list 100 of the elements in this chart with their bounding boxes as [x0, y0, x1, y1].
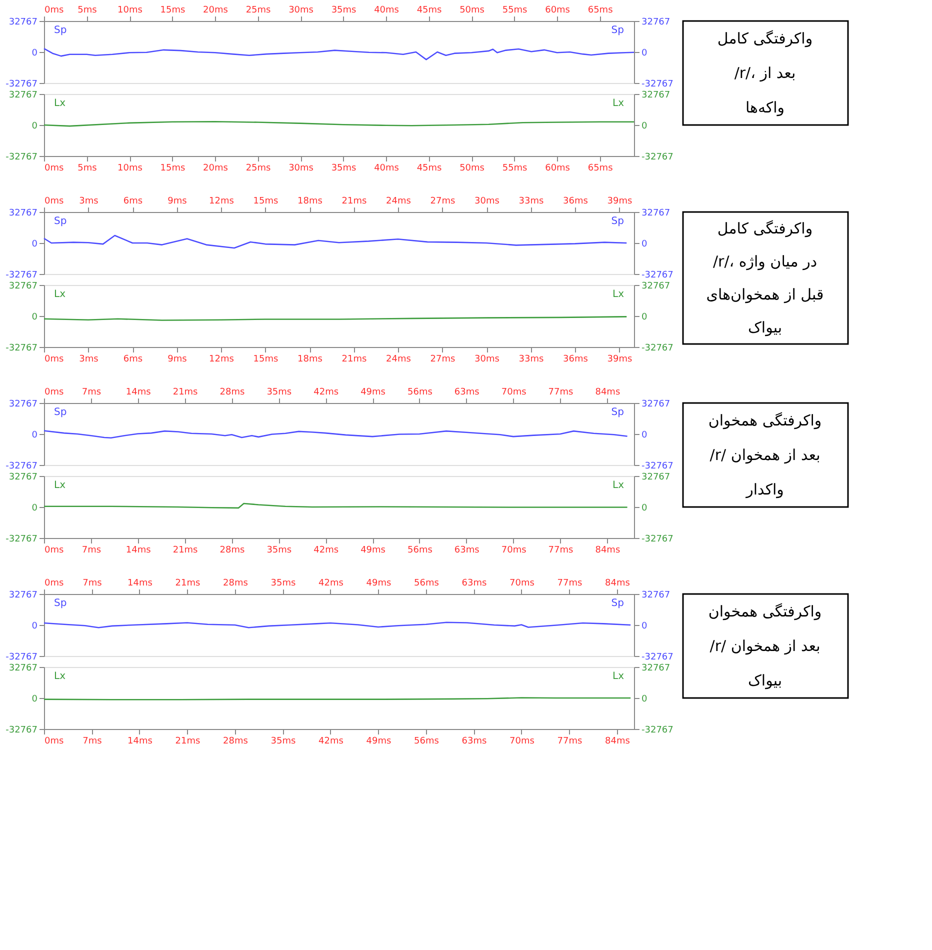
series-label: Lx — [612, 98, 624, 109]
y2-tick-label: 32767 — [642, 472, 670, 482]
y2-tick-label: -32767 — [642, 80, 674, 90]
x-tick-label: 35ms — [266, 546, 292, 556]
y2-tick-label: 32767 — [642, 590, 670, 600]
y2-tick-label: 0 — [642, 622, 648, 632]
x-tick-label: 60ms — [545, 164, 570, 174]
x-tick-label: 0ms — [44, 354, 64, 364]
y-tick-label: 32767 — [8, 18, 38, 28]
x-tick-label: 63ms — [462, 736, 487, 746]
x-tick-label: 70ms — [501, 388, 527, 398]
x-tick-label: 45ms — [416, 164, 442, 174]
y-tick-label: -32767 — [6, 344, 38, 354]
y2-tick-label: 0 — [642, 694, 648, 704]
x-tick-label: 0ms — [44, 164, 64, 174]
x-tick-label: 60ms — [545, 6, 570, 16]
x-tick-label: 33ms — [518, 196, 544, 206]
y-tick-label: -32767 — [6, 80, 38, 90]
y-tick-label: -32767 — [6, 270, 38, 280]
x-tick-label: 84ms — [604, 736, 630, 746]
x-tick-label: 42ms — [314, 546, 339, 556]
x-tick-label: 28ms — [223, 578, 248, 588]
x-tick-label: 28ms — [223, 736, 248, 746]
text: Lx — [54, 671, 66, 682]
y2-tick-label: -32767 — [642, 344, 674, 354]
x-tick-label: 25ms — [246, 6, 272, 16]
y-tick-label: 0 — [32, 694, 38, 704]
x-tick-label: 35ms — [270, 736, 296, 746]
y-tick-label: 0 — [32, 312, 38, 322]
x-tick-label: 12ms — [209, 354, 234, 364]
y2-tick-label: 0 — [642, 240, 648, 250]
x-tick-label: 18ms — [298, 196, 323, 206]
y-tick-label: 0 — [32, 240, 38, 250]
y2-tick-label: -32767 — [642, 152, 674, 162]
x-tick-label: 56ms — [414, 736, 440, 746]
y2-tick-label: -32767 — [642, 270, 674, 280]
x-tick-label: 21ms — [172, 388, 198, 398]
y2-tick-label: 32767 — [642, 208, 670, 218]
x-tick-label: 9ms — [168, 196, 188, 206]
x-tick-label: 21ms — [342, 354, 368, 364]
x-tick-label: 18ms — [298, 354, 323, 364]
x-tick-label: 0ms — [44, 6, 64, 16]
x-tick-label: 14ms — [126, 546, 152, 556]
x-tick-label: 49ms — [360, 388, 386, 398]
y2-tick-label: 0 — [642, 48, 648, 58]
y-tick-label: 32767 — [8, 208, 38, 218]
x-tick-label: 50ms — [460, 164, 485, 174]
x-tick-label: 0ms — [44, 546, 64, 556]
y-tick-label: 32767 — [8, 400, 38, 410]
text: Sp — [611, 216, 624, 227]
x-tick-label: 49ms — [360, 546, 386, 556]
x-tick-label: 36ms — [563, 196, 588, 206]
line-series — [43, 234, 628, 249]
y2-tick-label: -32767 — [642, 534, 674, 544]
x-tick-label: 39ms — [607, 354, 633, 364]
x-tick-label: 30ms — [474, 196, 500, 206]
x-tick-label: 35ms — [331, 164, 357, 174]
x-tick-label: 27ms — [430, 196, 456, 206]
x-tick-label: 0ms — [44, 736, 64, 746]
y2-tick-label: 32767 — [642, 400, 670, 410]
text: Sp — [611, 598, 624, 609]
y-tick-label: 0 — [32, 430, 38, 440]
x-tick-label: 56ms — [407, 546, 433, 556]
x-tick-label: 65ms — [588, 164, 614, 174]
line-series — [43, 430, 628, 439]
y2-tick-label: 0 — [642, 504, 648, 514]
x-tick-label: 42ms — [318, 736, 344, 746]
x-tick-label: 77ms — [548, 546, 574, 556]
x-tick-label: 0ms — [44, 196, 64, 206]
x-tick-label: 33ms — [518, 354, 544, 364]
x-tick-label: 21ms — [172, 546, 198, 556]
x-tick-label: 42ms — [318, 578, 344, 588]
x-tick-label: 7ms — [82, 546, 102, 556]
x-tick-label: 35ms — [266, 388, 292, 398]
x-tick-label: 21ms — [342, 196, 368, 206]
x-tick-label: 40ms — [374, 164, 400, 174]
x-tick-label: 5ms — [78, 6, 98, 16]
x-tick-label: 70ms — [509, 578, 535, 588]
x-tick-label: 77ms — [548, 388, 574, 398]
text: Sp — [611, 25, 624, 36]
y-tick-label: 0 — [32, 122, 38, 132]
x-tick-label: 12ms — [209, 196, 234, 206]
y-tick-label: 0 — [32, 48, 38, 58]
y2-tick-label: 32767 — [642, 664, 670, 674]
x-tick-label: 30ms — [288, 164, 314, 174]
line-series — [43, 48, 635, 60]
x-tick-label: 3ms — [79, 354, 99, 364]
x-tick-label: 84ms — [595, 388, 620, 398]
series-label: Lx — [612, 671, 624, 682]
x-tick-label: 65ms — [588, 6, 614, 16]
x-tick-label: 15ms — [160, 6, 186, 16]
x-tick-label: 55ms — [502, 164, 528, 174]
x-tick-label: 77ms — [557, 736, 582, 746]
x-tick-label: 9ms — [168, 354, 188, 364]
y2-tick-label: 32767 — [642, 18, 670, 28]
y2-tick-label: -32767 — [642, 726, 674, 736]
series-label: Lx — [54, 480, 66, 491]
x-tick-label: 7ms — [82, 388, 102, 398]
x-tick-label: 6ms — [123, 196, 143, 206]
x-tick-label: 35ms — [331, 6, 357, 16]
